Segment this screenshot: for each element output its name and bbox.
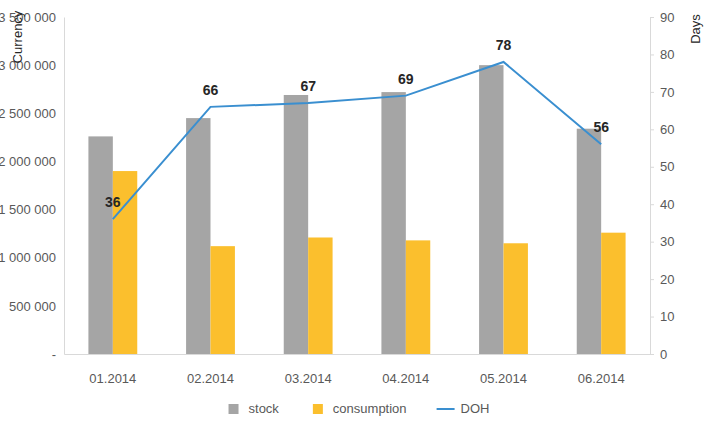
tick-mark <box>650 17 654 18</box>
tick: 70 <box>650 85 674 100</box>
data-label: 78 <box>496 37 512 53</box>
data-label: 36 <box>105 194 121 210</box>
tick: 10 <box>650 309 674 324</box>
tick: 01.2014 <box>89 354 136 386</box>
data-label: 66 <box>203 82 219 98</box>
bar <box>186 118 210 354</box>
tick-label: 2 000 000 <box>0 154 56 169</box>
tick-label: 500 000 <box>9 299 56 314</box>
tick-label: - <box>52 347 56 362</box>
data-label: 69 <box>398 71 414 87</box>
tick-label: 1 000 000 <box>0 250 56 265</box>
tick-label: 0 <box>660 347 667 362</box>
line <box>113 62 601 219</box>
bar <box>88 136 112 354</box>
data-label: 67 <box>300 78 316 94</box>
tick: 05.2014 <box>480 354 527 386</box>
legend-label: consumption <box>333 401 407 416</box>
y2-axis: 0 10 20 30 40 50 60 70 80 90 <box>650 10 674 362</box>
tick: 0 <box>650 347 667 362</box>
bar <box>406 240 430 354</box>
legend-swatch <box>313 404 323 414</box>
y-axis-title: Currency <box>10 10 25 63</box>
tick: 50 <box>650 159 674 174</box>
bar <box>284 95 308 354</box>
data-label: 56 <box>593 119 609 135</box>
legend-label: DOH <box>461 401 490 416</box>
axis-line <box>65 354 651 355</box>
bar <box>479 65 503 354</box>
tick: 80 <box>650 47 674 62</box>
bar <box>381 92 405 354</box>
tick-label: 60 <box>660 122 674 137</box>
tick-label: 20 <box>660 272 674 287</box>
bar <box>577 129 601 354</box>
legend: stock consumption DOH <box>229 401 490 416</box>
tick-mark <box>650 92 654 93</box>
tick: 03.2014 <box>285 354 332 386</box>
tick: 1 500 000 <box>0 202 64 217</box>
tick: 06.2014 <box>578 354 625 386</box>
legend-item: DOH <box>437 401 490 416</box>
tick: 20 <box>650 272 674 287</box>
tick-label: 50 <box>660 159 674 174</box>
tick-label: 06.2014 <box>578 371 625 386</box>
tick-mark <box>650 204 654 205</box>
tick: 2 000 000 <box>0 154 64 169</box>
tick: - <box>52 347 64 362</box>
tick-label: 04.2014 <box>382 371 429 386</box>
plot-area <box>88 62 625 354</box>
tick: 2 500 000 <box>0 106 64 121</box>
data-labels: 36 66 67 69 78 56 <box>105 37 609 210</box>
tick: 60 <box>650 122 674 137</box>
axis-line <box>64 18 65 355</box>
bar-series <box>113 171 626 354</box>
tick-mark <box>650 167 654 168</box>
chart: 36 66 67 69 78 56 - 500 000 1 000 000 1 500 000 2 … <box>0 0 712 442</box>
tick-mark <box>650 354 654 355</box>
legend-item: consumption <box>313 401 407 416</box>
y-axis: - 500 000 1 000 000 1 500 000 2 000 000 2 500… <box>0 10 65 362</box>
tick-label: 90 <box>660 10 674 25</box>
tick-label: 02.2014 <box>187 371 234 386</box>
tick: 40 <box>650 197 674 212</box>
tick: 02.2014 <box>187 354 234 386</box>
legend-label: stock <box>249 401 280 416</box>
legend-swatch <box>437 408 455 410</box>
tick-mark <box>650 54 654 55</box>
tick-label: 10 <box>660 309 674 324</box>
bar <box>601 233 625 354</box>
tick: 90 <box>650 10 674 25</box>
tick-label: 3 500 000 <box>0 10 56 25</box>
bar <box>211 246 235 354</box>
tick: 1 000 000 <box>0 250 64 265</box>
tick-label: 70 <box>660 85 674 100</box>
tick-label: 40 <box>660 197 674 212</box>
bar-series <box>88 65 601 354</box>
legend-item: stock <box>229 401 280 416</box>
tick-mark <box>650 242 654 243</box>
tick-label: 30 <box>660 234 674 249</box>
y2-axis-title: Days <box>688 14 703 44</box>
tick-label: 05.2014 <box>480 371 527 386</box>
bar <box>504 243 528 354</box>
tick-label: 80 <box>660 47 674 62</box>
axis-line <box>650 18 651 355</box>
bar <box>308 237 332 354</box>
tick-label: 03.2014 <box>285 371 332 386</box>
tick: 04.2014 <box>382 354 429 386</box>
tick-label: 3 000 000 <box>0 58 56 73</box>
legend-swatch <box>229 404 239 414</box>
tick-mark <box>650 317 654 318</box>
tick-mark <box>650 129 654 130</box>
tick: 500 000 <box>9 299 64 314</box>
tick: 30 <box>650 234 674 249</box>
x-axis: 01.2014 02.2014 03.2014 04.2014 05.2014 06.20… <box>65 354 651 386</box>
tick-label: 1 500 000 <box>0 202 56 217</box>
tick-label: 2 500 000 <box>0 106 56 121</box>
tick-label: 01.2014 <box>89 371 136 386</box>
tick-mark <box>650 279 654 280</box>
